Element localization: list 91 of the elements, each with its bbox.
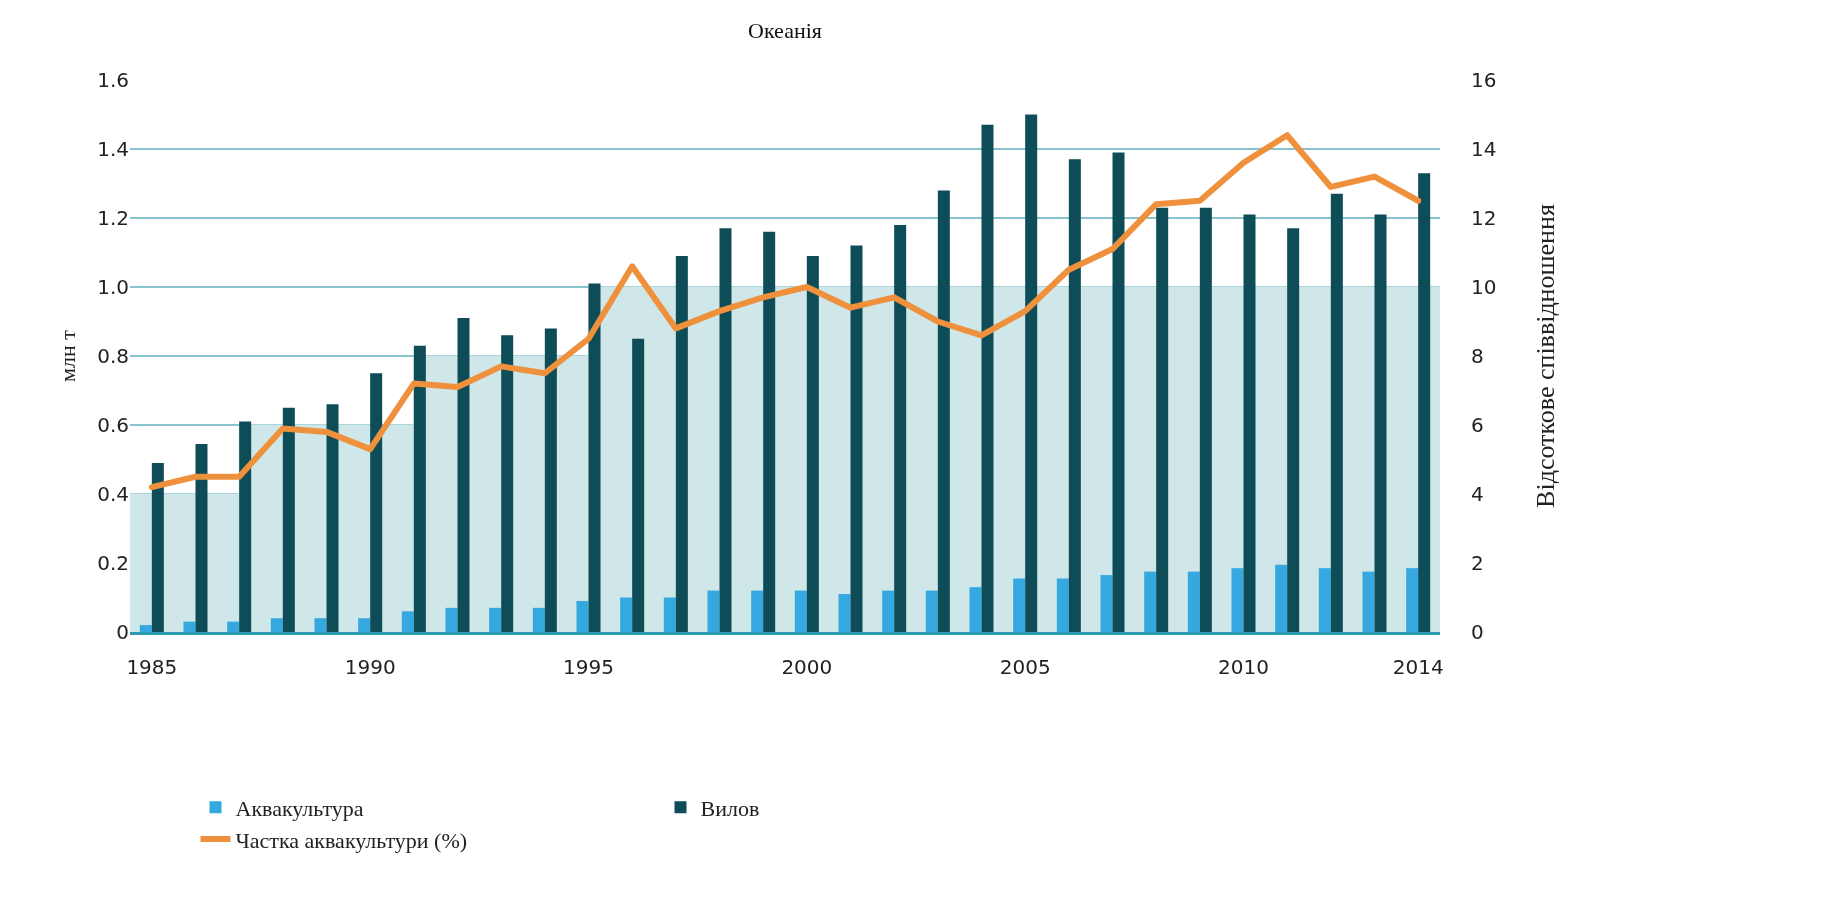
bar [882,590,895,632]
y-tick-label: 1.2 [97,206,129,230]
y-tick-label: 0.2 [97,551,129,575]
y-tick-label: 1.6 [97,68,129,92]
bar [227,621,240,632]
bar [532,607,545,632]
bar [981,124,994,632]
y2-tick-label: 8 [1471,344,1484,368]
bar [806,255,819,632]
y2-tick-label: 16 [1471,68,1497,92]
bar [576,600,589,632]
bar [1418,173,1431,632]
bar [1056,578,1069,632]
bar [413,345,426,632]
bar [457,318,470,632]
x-tick-label: 2014 [1392,655,1444,679]
bar [151,462,164,632]
bar [937,190,950,632]
bar [1156,207,1169,632]
y-tick-label: 1.0 [97,275,129,299]
bar [850,245,863,632]
bar [1287,228,1300,632]
y2-tick-label: 2 [1471,551,1484,575]
bar [326,404,339,632]
y-tick-label: 1.4 [97,137,129,161]
bar [894,224,907,632]
bar [1025,114,1038,632]
bar [239,421,252,632]
y2-tick-label: 10 [1471,275,1497,299]
bar [620,597,633,632]
bar [588,283,601,632]
bar [282,407,295,632]
bar [1374,214,1387,632]
bar [1318,568,1331,632]
bar [1068,159,1081,632]
x-tick-label: 2000 [781,655,833,679]
y2-axis-title: Відсоткове співвідношення [1531,204,1561,508]
y2-tick-label: 0 [1471,620,1484,644]
legend-label: Частка аквакультури (%) [235,827,468,853]
bar [763,231,776,632]
bar [489,607,502,632]
bar [719,228,732,632]
bar [707,590,720,632]
bar [1013,578,1026,632]
y-tick-label: 0.6 [97,413,129,437]
bar [1275,564,1288,632]
bar [1330,193,1343,632]
bar [925,590,938,632]
x-tick-label: 2010 [1218,655,1269,679]
bar [139,625,152,632]
legend-label: Аквакультура [235,795,364,821]
x-tick-label: 1995 [563,655,614,679]
y-tick-label: 0.8 [97,344,129,368]
bar [1100,575,1113,632]
bar [1362,571,1375,632]
y-tick-label: 0.4 [97,482,129,506]
bar [838,594,851,632]
legend-label: Вилов [700,795,760,821]
x-tick-label: 2005 [999,655,1051,679]
bar [401,611,414,632]
bar [632,338,645,632]
y-axis-title: млн т [54,329,80,382]
y2-tick-label: 12 [1471,206,1497,230]
bar [195,443,208,632]
bar [370,373,383,632]
chart-title: Океанія [748,17,822,43]
bar [270,618,283,632]
bar [675,255,688,632]
y-tick-label: 0 [116,620,129,644]
y2-tick-label: 6 [1471,413,1484,437]
x-tick-label: 1990 [344,655,396,679]
bar [358,618,371,632]
bar [1112,152,1125,632]
bar [663,597,676,632]
x-tick-label: 1985 [126,655,178,679]
bar [794,590,807,632]
bar [1231,568,1244,632]
bar [1199,207,1212,632]
bar [1243,214,1256,632]
bar [544,328,557,632]
bar [183,621,196,632]
bar [751,590,764,632]
y2-tick-label: 14 [1471,137,1497,161]
bar [1144,571,1157,632]
bar [445,607,458,632]
bar [314,618,327,632]
bar [1187,571,1200,632]
y2-tick-label: 4 [1471,482,1484,506]
bar [501,335,514,632]
bar [969,587,982,632]
bar [1406,568,1419,632]
